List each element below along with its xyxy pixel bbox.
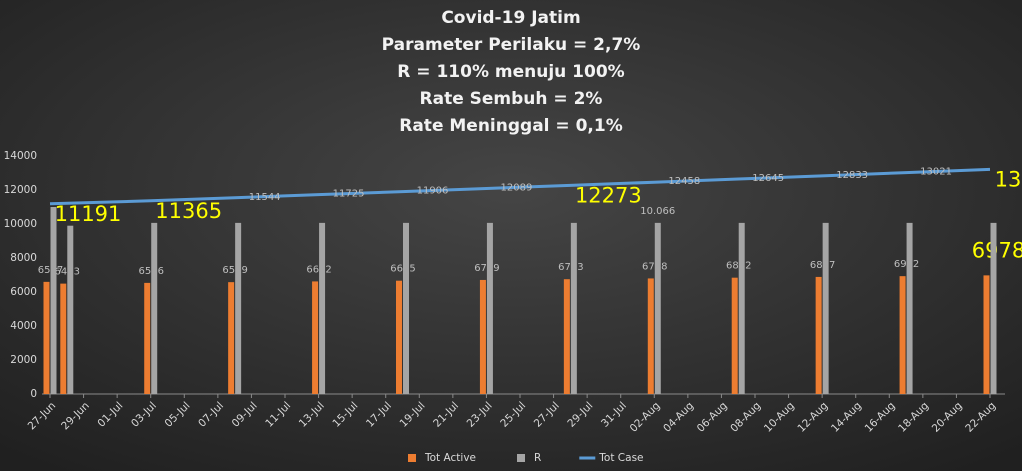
chart-title: Rate Sembuh = 2% — [420, 89, 603, 109]
bar — [144, 282, 151, 394]
y-tick-label: 6000 — [10, 286, 37, 298]
data-label: 12458 — [668, 176, 700, 187]
bar — [906, 222, 913, 394]
y-tick-label: 14000 — [4, 150, 37, 162]
data-label: 10.066 — [640, 206, 675, 217]
bar — [396, 280, 402, 394]
bar — [67, 225, 74, 394]
data-label: 6709 — [474, 263, 499, 274]
data-label: 11365 — [155, 199, 222, 223]
data-label: 12089 — [501, 182, 533, 193]
legend-swatch — [408, 454, 416, 462]
bar — [990, 222, 997, 394]
chart-title: R = 110% menuju 100% — [397, 62, 624, 82]
y-tick-label: 12000 — [4, 184, 37, 196]
bar — [899, 276, 906, 394]
legend-label: R — [534, 452, 541, 464]
bar — [983, 275, 990, 394]
data-label: 11191 — [55, 202, 122, 226]
chart-title: Parameter Perilaku = 2,7% — [382, 35, 641, 55]
bar — [570, 222, 577, 394]
data-label: 12645 — [752, 173, 784, 184]
bar — [235, 222, 242, 394]
y-tick-label: 2000 — [10, 354, 37, 366]
bar — [486, 222, 493, 394]
data-label: 11544 — [249, 192, 281, 203]
bar — [228, 282, 235, 394]
bar — [43, 281, 50, 394]
bar — [60, 283, 67, 394]
data-label: 13212 — [995, 167, 1022, 191]
bar — [731, 277, 738, 394]
y-tick-label: 8000 — [10, 252, 37, 264]
data-label: 11725 — [333, 189, 365, 200]
bar — [563, 279, 570, 394]
line — [49, 167, 991, 206]
legend-label: Tot Active — [424, 452, 476, 464]
bar — [319, 222, 326, 394]
y-tick-label: 0 — [30, 388, 37, 400]
data-label: 13021 — [920, 167, 952, 178]
bar — [151, 222, 158, 394]
data-label: 12273 — [575, 183, 642, 207]
bar — [822, 222, 829, 394]
bar — [312, 281, 319, 394]
chart-title: Covid-19 Jatim — [441, 8, 580, 28]
y-tick-label: 10000 — [4, 218, 37, 230]
bar — [647, 278, 654, 394]
bar — [50, 207, 57, 394]
bar — [403, 222, 409, 394]
bar — [815, 276, 822, 394]
data-label: 11906 — [417, 186, 449, 197]
data-label: 12833 — [836, 170, 868, 181]
bar — [479, 279, 486, 394]
legend-swatch — [517, 454, 525, 462]
y-tick-label: 4000 — [10, 320, 37, 332]
legend-label: Tot Case — [598, 452, 643, 464]
bar — [654, 222, 661, 394]
data-label: 6978 — [972, 238, 1022, 262]
chart-title: Rate Meninggal = 0,1% — [399, 116, 622, 136]
bar — [738, 222, 745, 394]
